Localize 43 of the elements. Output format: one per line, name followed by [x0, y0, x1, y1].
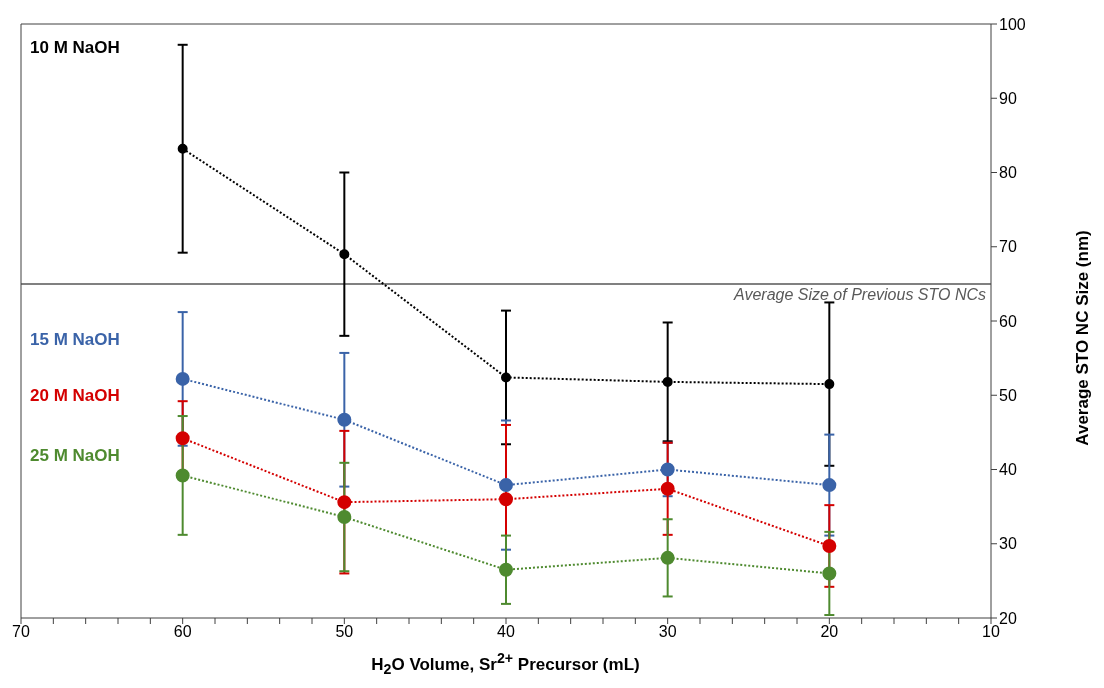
point: [177, 143, 188, 154]
point: [501, 372, 511, 383]
text: 20 M NaOH: [30, 386, 120, 406]
point: [660, 481, 675, 496]
point: [337, 495, 352, 510]
x-tick-label: 70: [12, 623, 30, 641]
point: [660, 462, 675, 477]
x-tick-label: 20: [820, 623, 839, 641]
x-tick-label: 40: [497, 623, 515, 641]
x-tick-label: 10: [982, 623, 1000, 641]
point: [175, 371, 190, 386]
y-tick-label: 30: [999, 535, 1017, 553]
ref-line-label: Average Size of Previous STO NCs: [733, 286, 986, 304]
point: [339, 249, 350, 260]
point: [660, 550, 675, 565]
y-tick-label: 70: [999, 238, 1017, 256]
point: [175, 468, 190, 483]
y-tick-label: 50: [999, 386, 1017, 404]
point: [662, 376, 673, 387]
point: [337, 510, 352, 525]
x-axis-title: H$_{2}$O Volume, Sr$^{2+}$ Precursor (mL): [370, 650, 641, 678]
text: 10 M NaOH: [30, 38, 120, 58]
y-axis-title: Average STO NC Size (nm): [1073, 230, 1093, 446]
x-tick-label: 50: [335, 623, 354, 641]
x-tick-label: 30: [658, 623, 677, 641]
point: [499, 478, 513, 493]
text: 25 M NaOH: [30, 446, 120, 466]
point: [499, 492, 513, 507]
y-tick-label: 20: [999, 609, 1017, 627]
y-tick-label: 40: [999, 461, 1017, 479]
point: [499, 562, 513, 577]
y-tick-label: 100: [999, 15, 1026, 33]
x-tick-label: 60: [173, 623, 192, 641]
point: [822, 478, 837, 493]
text: 15 M NaOH: [30, 330, 120, 350]
point: [822, 538, 837, 553]
y-tick-label: 90: [999, 89, 1017, 107]
point: [822, 566, 837, 581]
point: [337, 412, 352, 427]
point: [175, 431, 190, 446]
point: [824, 379, 835, 390]
y-tick-label: 60: [999, 312, 1017, 330]
y-tick-label: 80: [999, 164, 1017, 182]
